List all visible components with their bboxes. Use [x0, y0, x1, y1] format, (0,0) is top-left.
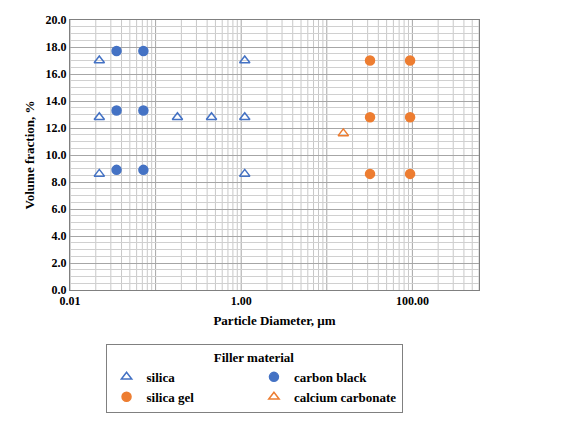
svg-text:14.0: 14.0 [46, 94, 67, 108]
svg-text:18.0: 18.0 [46, 40, 67, 54]
svg-text:silica gel: silica gel [147, 390, 195, 405]
svg-text:Filler material: Filler material [214, 350, 295, 365]
svg-text:1.00: 1.00 [231, 294, 252, 308]
svg-text:4.0: 4.0 [52, 229, 67, 243]
svg-text:20.0: 20.0 [46, 13, 67, 27]
svg-text:calcium carbonate: calcium carbonate [294, 390, 396, 405]
svg-text:100.00: 100.00 [396, 294, 429, 308]
svg-text:carbon black: carbon black [294, 370, 367, 385]
svg-text:0.0: 0.0 [52, 283, 67, 297]
svg-text:2.0: 2.0 [52, 256, 67, 270]
svg-text:10.0: 10.0 [46, 148, 67, 162]
svg-text:8.0: 8.0 [52, 175, 67, 189]
svg-text:12.0: 12.0 [46, 121, 67, 135]
svg-text:silica: silica [147, 370, 176, 385]
svg-text:Particle Diameter, µm: Particle Diameter, µm [213, 313, 335, 328]
svg-text:6.0: 6.0 [52, 202, 67, 216]
svg-text:Volume fraction, %: Volume fraction, % [22, 101, 37, 210]
svg-text:0.01: 0.01 [60, 294, 81, 308]
svg-text:16.0: 16.0 [46, 67, 67, 81]
